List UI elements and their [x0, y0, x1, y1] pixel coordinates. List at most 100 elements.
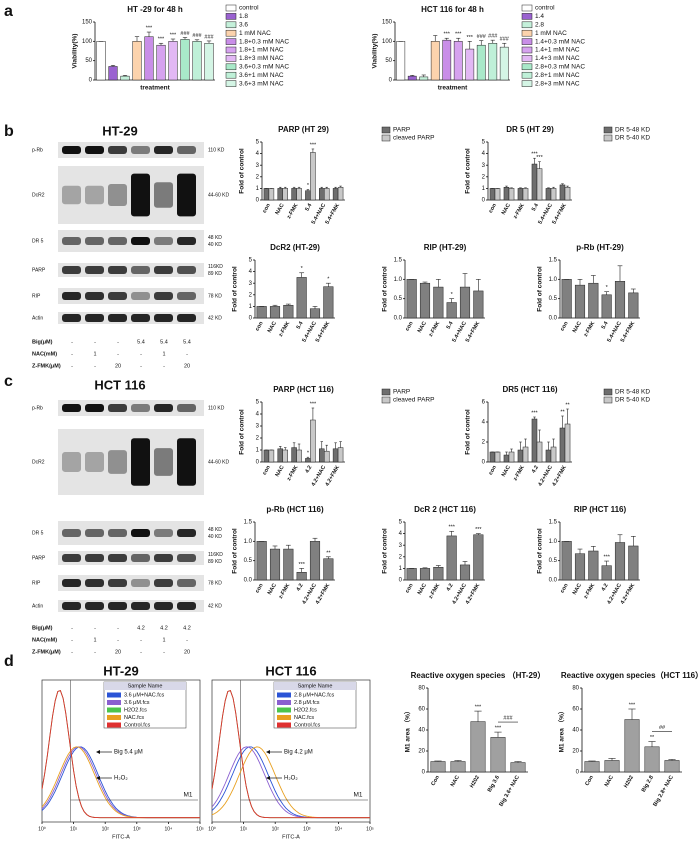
bar [156, 44, 166, 81]
significance: * [327, 277, 330, 283]
y-tick-label: 3 [256, 424, 260, 430]
blot-band [177, 266, 196, 274]
blot-band [154, 404, 173, 412]
legend-swatch [381, 126, 391, 134]
bar [545, 188, 552, 201]
x-tick-label: Big 3.6+ NAC [498, 775, 521, 808]
x-tick-label: 5.4 [531, 202, 540, 212]
legend-label: DR 5-48 KD [615, 127, 650, 134]
gate-label: M1 [353, 792, 362, 799]
x-tick-label: 5.4 [304, 202, 313, 212]
y-tick-label: 4 [482, 151, 486, 157]
bar [550, 446, 557, 463]
blot-band [62, 314, 81, 322]
y-tick-label: 1.5 [244, 520, 253, 526]
kda-label: 78 KD [208, 580, 222, 586]
significance: *** [158, 37, 165, 43]
panel-label: d [4, 653, 14, 670]
bar [545, 449, 552, 463]
blot-band [131, 529, 150, 537]
blot-band [177, 292, 196, 300]
x-tick-label: con [560, 320, 570, 332]
significance: *** [310, 142, 317, 148]
bar [574, 553, 586, 581]
y-tick-label: 4 [256, 412, 260, 418]
significance: ### [192, 33, 202, 39]
arrow-head [96, 776, 100, 780]
blot-band [62, 554, 81, 562]
x-tick-label: 10³ [133, 826, 141, 832]
blot-row-label: Actin [32, 603, 43, 609]
blot-band [177, 529, 196, 537]
x-tick-label: NAC [501, 203, 512, 216]
kda-label: 42 KD [208, 603, 222, 609]
blot-band [85, 579, 104, 587]
y-tick-label: 1 [399, 566, 403, 572]
treatment-cell: - [94, 649, 96, 655]
blot-row-label: DcR2 [32, 192, 45, 198]
x-tick-label: Big 3.6 [487, 775, 501, 794]
treatment-cell: 5.4 [160, 339, 168, 345]
kda-label: 44-60 KD [208, 192, 230, 198]
legend-label: control [239, 5, 259, 12]
blot-band [85, 266, 104, 274]
y-tick-label: 0 [576, 770, 580, 776]
treatment-cell: - [117, 351, 119, 357]
significance: ### [180, 31, 190, 37]
y-tick-label: 0 [482, 460, 486, 466]
y-tick-label: 50 [85, 58, 92, 64]
bar [263, 449, 270, 463]
significance: *** [531, 152, 538, 158]
bar [323, 558, 334, 581]
blot-band [177, 602, 196, 610]
histogram-curve [211, 690, 370, 819]
significance: *** [444, 32, 451, 38]
significance: *** [310, 401, 317, 407]
bar [459, 564, 471, 581]
bar [296, 572, 307, 581]
treatment-cell: - [117, 625, 119, 631]
legend-swatch [521, 4, 533, 12]
x-tick-label: NAC [267, 583, 278, 596]
legend-label: 2.8+1 mM NAC [535, 72, 580, 79]
kda-label: 116KD [208, 264, 223, 270]
chart-title: PARP (HT 29) [278, 125, 329, 134]
significance: *** [146, 26, 153, 32]
y-axis-label: Fold of control [537, 266, 544, 312]
legend-label: 3.6 μM.fcs [124, 700, 150, 706]
bar [204, 43, 214, 81]
y-axis-label: M1 area （%） [558, 708, 566, 753]
legend-swatch [225, 46, 237, 54]
blot-band [154, 266, 173, 274]
bar [489, 188, 496, 201]
bar [644, 746, 660, 773]
y-axis-label: Fold of control [382, 266, 389, 312]
significance: *** [298, 562, 305, 568]
y-tick-label: 20 [572, 749, 579, 755]
bar [561, 541, 572, 581]
bar [601, 294, 612, 319]
legend-label: 1.8+3 mM NAC [239, 55, 284, 62]
x-tick-label: 10⁵ [196, 826, 204, 832]
y-tick-label: 150 [382, 20, 393, 26]
bar [419, 76, 429, 81]
legend-title: Sample Name [128, 683, 163, 689]
bar [269, 548, 281, 581]
blot-row-label: DcR2 [32, 459, 45, 465]
x-tick-label: z-FMK [583, 583, 596, 600]
y-tick-label: 0 [482, 198, 486, 204]
x-tick-label: z-FMK [286, 465, 299, 482]
legend-swatch [603, 396, 613, 404]
blot-band [177, 554, 196, 562]
x-tick-label: z-FMK [428, 583, 441, 600]
y-tick-label: 0.5 [549, 296, 558, 302]
y-tick-label: 0 [256, 460, 260, 466]
bar [614, 542, 626, 581]
bar [168, 41, 178, 81]
blot-band [85, 185, 104, 205]
bar [268, 449, 275, 463]
significance: *** [531, 410, 538, 416]
y-axis-label: Fold of control [382, 528, 389, 574]
bar [459, 286, 471, 319]
